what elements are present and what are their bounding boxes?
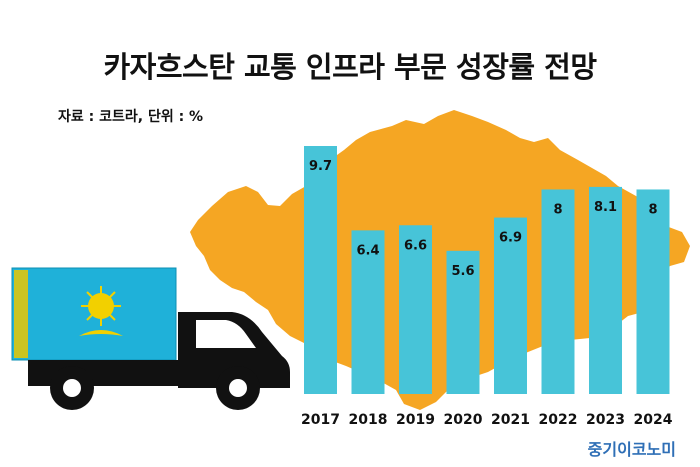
value-label-2019: 6.6 [404, 238, 427, 253]
value-label-2017: 9.7 [309, 159, 332, 174]
x-tick-2022: 2022 [539, 412, 578, 428]
value-label-2023: 8.1 [594, 200, 617, 215]
x-tick-2017: 2017 [301, 412, 340, 428]
x-tick-2024: 2024 [634, 412, 673, 428]
bar-2022 [541, 189, 575, 394]
bar-2023 [589, 186, 622, 394]
brand-logo: 중기이코노미 [587, 440, 676, 459]
bar-2021 [494, 217, 527, 394]
value-label-2022: 8 [553, 202, 562, 217]
x-tick-2021: 2021 [491, 412, 530, 428]
value-label-2021: 6.9 [499, 231, 522, 246]
bars-group [304, 146, 670, 394]
value-label-2018: 6.4 [356, 243, 379, 258]
source-note: 자료 : 코트라, 단위 : % [58, 109, 204, 125]
x-tick-2018: 2018 [349, 412, 388, 428]
value-label-2024: 8 [648, 202, 657, 217]
flag-ornament-stripe [14, 270, 28, 358]
chart-title: 카자흐스탄 교통 인프라 부문 성장률 전망 [103, 50, 597, 84]
x-axis-tick-labels: 2017 2018 2019 2020 2021 2022 2023 2024 [301, 412, 673, 428]
bar-2019 [399, 225, 432, 394]
value-labels-group: 9.7 6.4 6.6 5.6 6.9 8 8.1 8 [309, 159, 658, 279]
x-tick-2019: 2019 [396, 412, 435, 428]
x-tick-2023: 2023 [586, 412, 625, 428]
bar-2017 [304, 146, 337, 394]
bar-2024 [636, 189, 670, 394]
bar-2020 [446, 250, 480, 394]
bar-2018 [351, 230, 385, 394]
kazakhstan-flag-icon [79, 286, 123, 336]
truck-icon [11, 267, 290, 410]
truck-window [196, 320, 256, 348]
value-label-2020: 5.6 [451, 264, 474, 279]
x-tick-2020: 2020 [444, 412, 483, 428]
